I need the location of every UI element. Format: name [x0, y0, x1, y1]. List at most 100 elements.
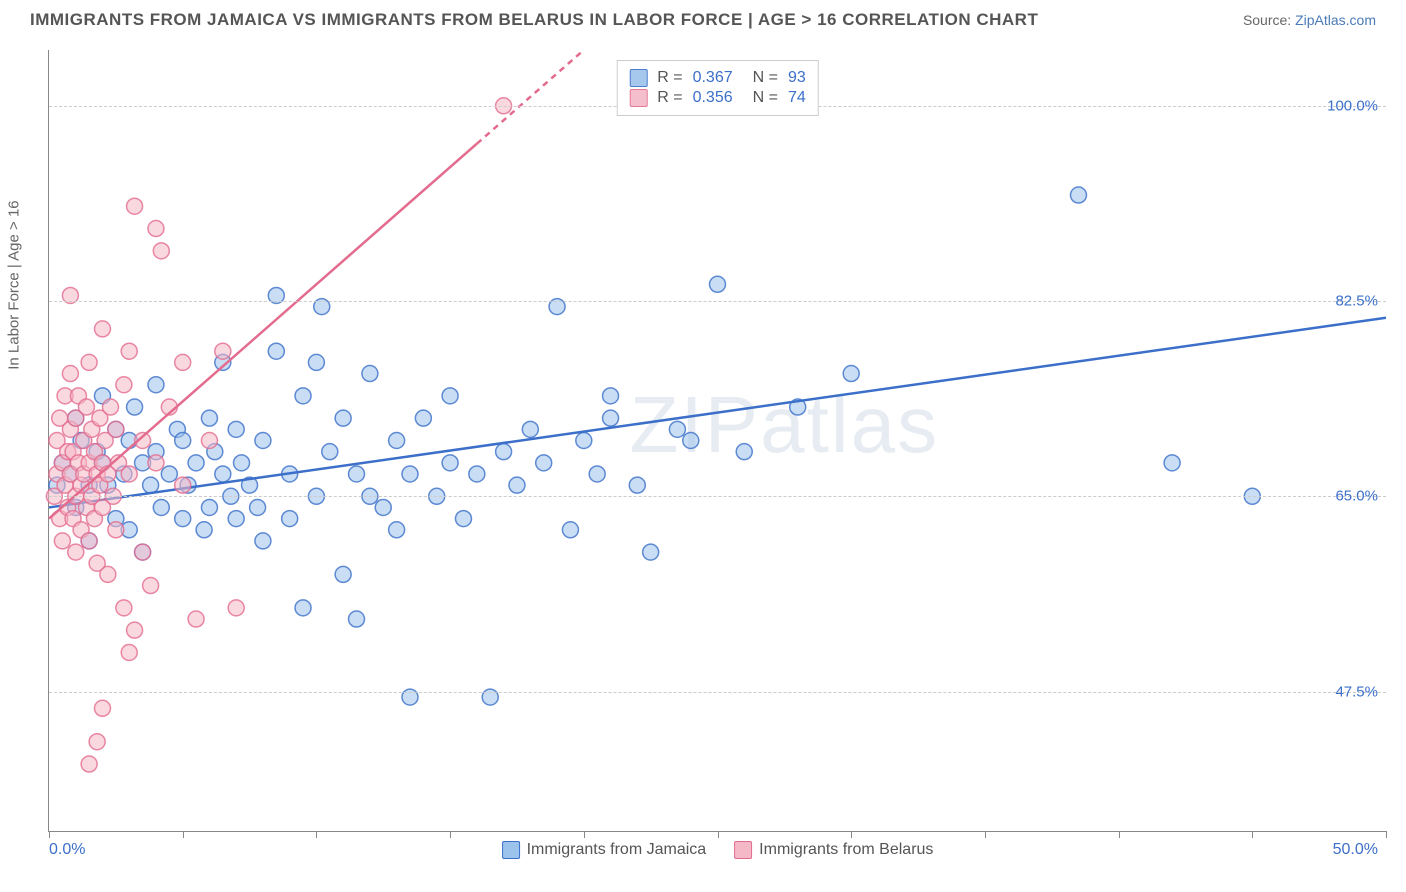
scatter-point [108, 421, 124, 437]
scatter-point [250, 499, 266, 515]
scatter-point [469, 466, 485, 482]
x-axis-min-label: 0.0% [49, 841, 85, 859]
legend-stat-row: R = 0.356 N = 74 [629, 89, 806, 107]
scatter-point [282, 511, 298, 527]
scatter-point [643, 544, 659, 560]
scatter-point [116, 600, 132, 616]
scatter-point [362, 366, 378, 382]
scatter-point [54, 533, 70, 549]
y-tick-label: 65.0% [1335, 488, 1378, 505]
scatter-point [127, 198, 143, 214]
scatter-point [349, 611, 365, 627]
chart-header: IMMIGRANTS FROM JAMAICA VS IMMIGRANTS FR… [0, 0, 1406, 35]
scatter-point [496, 444, 512, 460]
y-tick-label: 47.5% [1335, 683, 1378, 700]
scatter-point [135, 544, 151, 560]
scatter-point [143, 477, 159, 493]
scatter-point [127, 399, 143, 415]
scatter-point [255, 433, 271, 449]
scatter-point [121, 343, 137, 359]
scatter-point [81, 756, 97, 772]
scatter-point [161, 466, 177, 482]
x-tick [183, 831, 184, 838]
scatter-point [143, 578, 159, 594]
scatter-point [442, 388, 458, 404]
scatter-point [153, 499, 169, 515]
scatter-point [669, 421, 685, 437]
scatter-point [268, 343, 284, 359]
x-tick [584, 831, 585, 838]
scatter-point [175, 477, 191, 493]
scatter-point [175, 433, 191, 449]
scatter-point [442, 455, 458, 471]
scatter-point [100, 566, 116, 582]
scatter-point [322, 444, 338, 460]
x-tick [49, 831, 50, 838]
scatter-point [68, 544, 84, 560]
scatter-point [127, 622, 143, 638]
scatter-point [81, 354, 97, 370]
scatter-point [81, 533, 97, 549]
scatter-point [683, 433, 699, 449]
y-axis-label: In Labor Force | Age > 16 [6, 200, 23, 369]
scatter-point [295, 388, 311, 404]
scatter-point [710, 276, 726, 292]
legend-swatch [629, 69, 647, 87]
scatter-point [389, 522, 405, 538]
scatter-point [295, 600, 311, 616]
x-axis-max-label: 50.0% [1333, 841, 1378, 859]
x-tick [316, 831, 317, 838]
scatter-point [234, 455, 250, 471]
scatter-point [175, 354, 191, 370]
scatter-point [629, 477, 645, 493]
x-tick [450, 831, 451, 838]
scatter-point [349, 466, 365, 482]
x-tick [718, 831, 719, 838]
correlation-legend: R = 0.367 N = 93 R = 0.356 N = 74 [616, 60, 819, 116]
scatter-point [455, 511, 471, 527]
scatter-point [228, 600, 244, 616]
scatter-point [94, 321, 110, 337]
source-link[interactable]: ZipAtlas.com [1295, 12, 1376, 28]
scatter-point [188, 455, 204, 471]
scatter-point [308, 354, 324, 370]
legend-stat-row: R = 0.367 N = 93 [629, 69, 806, 87]
scatter-point [215, 343, 231, 359]
scatter-point [78, 399, 94, 415]
scatter-point [103, 399, 119, 415]
scatter-point [589, 466, 605, 482]
legend-swatch [502, 841, 520, 859]
x-tick [985, 831, 986, 838]
scatter-point [188, 611, 204, 627]
regression-line [49, 144, 477, 519]
scatter-point [196, 522, 212, 538]
y-tick-label: 82.5% [1335, 293, 1378, 310]
gridline [49, 301, 1386, 302]
chart-plot-area: ZIPatlas R = 0.367 N = 93 R = 0.356 N = … [48, 50, 1386, 832]
scatter-point [576, 433, 592, 449]
scatter-point [201, 433, 217, 449]
scatter-svg [49, 50, 1386, 831]
scatter-point [228, 421, 244, 437]
x-tick [1386, 831, 1387, 838]
scatter-point [148, 221, 164, 237]
scatter-point [522, 421, 538, 437]
scatter-point [121, 644, 137, 660]
scatter-point [402, 466, 418, 482]
regression-line-dashed [477, 50, 584, 144]
scatter-point [603, 388, 619, 404]
source-attribution: Source: ZipAtlas.com [1243, 12, 1376, 28]
legend-swatch [629, 89, 647, 107]
scatter-point [536, 455, 552, 471]
scatter-point [116, 377, 132, 393]
scatter-point [335, 566, 351, 582]
x-tick [1119, 831, 1120, 838]
scatter-point [228, 511, 244, 527]
scatter-point [89, 734, 105, 750]
gridline [49, 692, 1386, 693]
scatter-point [201, 499, 217, 515]
scatter-point [1070, 187, 1086, 203]
y-tick-label: 100.0% [1327, 97, 1378, 114]
legend-swatch [734, 841, 752, 859]
scatter-point [148, 455, 164, 471]
